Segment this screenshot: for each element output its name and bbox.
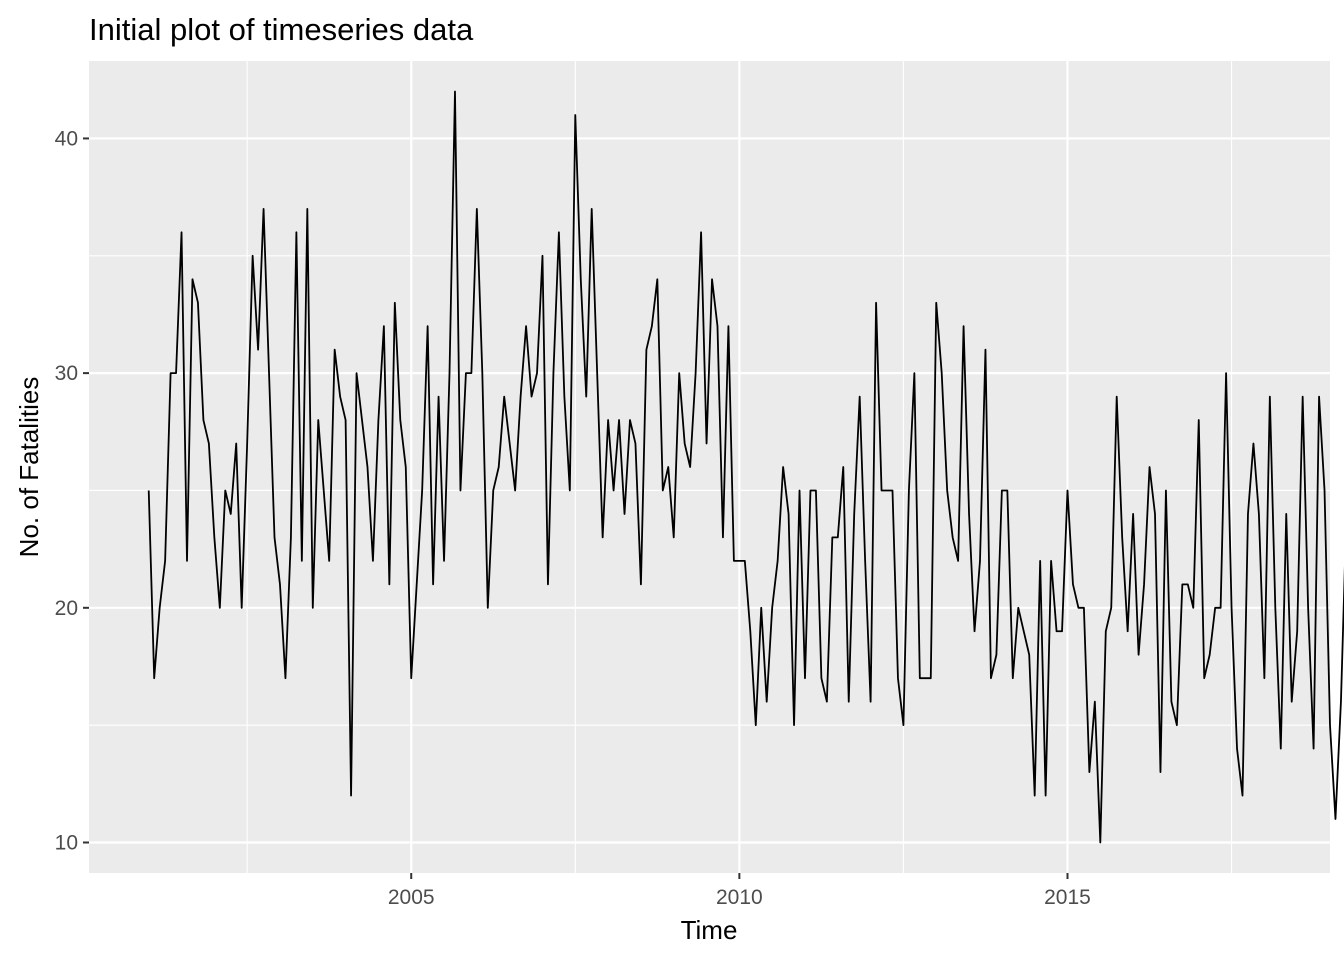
series-line xyxy=(147,90,1344,844)
x-axis-title: Time xyxy=(681,915,738,945)
y-tick-label: 40 xyxy=(55,127,78,150)
y-tick-label: 10 xyxy=(55,831,78,854)
x-axis: 2005 2010 2015 xyxy=(388,873,1091,909)
y-tick-label: 30 xyxy=(55,362,78,385)
y-axis: 10 20 30 40 xyxy=(55,127,89,854)
panel-background xyxy=(89,61,1330,873)
x-tick-label: 2010 xyxy=(716,886,763,909)
x-tick-label: 2015 xyxy=(1044,886,1091,909)
x-tick-label: 2005 xyxy=(388,886,435,909)
y-axis-title: No. of Fatalities xyxy=(14,377,44,558)
chart-title: Initial plot of timeseries data xyxy=(89,12,474,47)
y-tick-label: 20 xyxy=(55,597,78,620)
